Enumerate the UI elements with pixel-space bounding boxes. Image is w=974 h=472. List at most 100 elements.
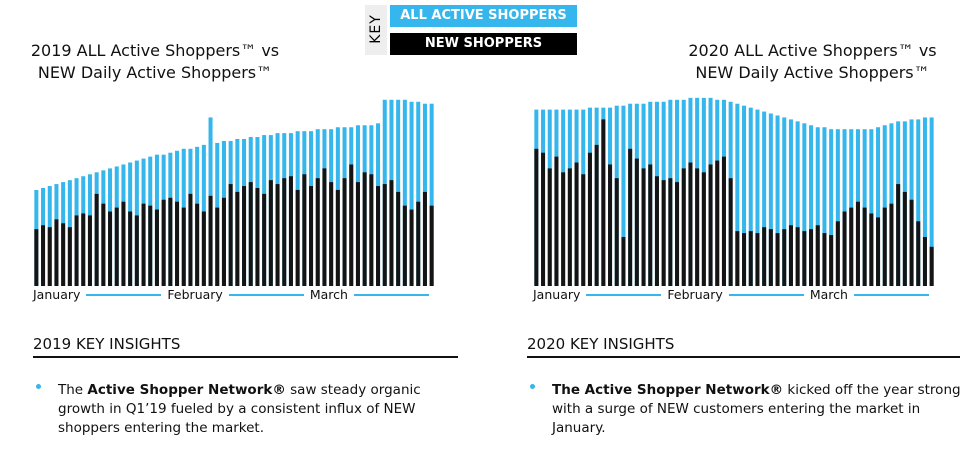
bar bbox=[735, 231, 740, 286]
bar bbox=[554, 156, 559, 286]
bar bbox=[322, 168, 327, 286]
bar bbox=[621, 237, 626, 286]
bar bbox=[81, 213, 86, 286]
bar bbox=[755, 233, 760, 286]
bar bbox=[869, 129, 874, 286]
axis-line bbox=[853, 293, 929, 296]
bar bbox=[721, 156, 726, 286]
bar bbox=[922, 117, 927, 286]
insight-text: The Active Shopper Network® bbox=[552, 382, 784, 398]
bar bbox=[849, 207, 854, 286]
bar bbox=[882, 207, 887, 286]
chart-title: 2020 ALL Active Shoppers™ vs NEW Daily A… bbox=[688, 41, 937, 82]
bar bbox=[835, 221, 840, 286]
bar bbox=[795, 121, 800, 286]
bar bbox=[409, 209, 414, 286]
bar bbox=[782, 117, 787, 286]
bar bbox=[309, 186, 314, 286]
bar bbox=[422, 191, 427, 286]
bar bbox=[295, 189, 300, 286]
bar bbox=[701, 172, 706, 286]
bar bbox=[128, 211, 133, 286]
bar bbox=[282, 178, 287, 286]
bar bbox=[755, 109, 760, 286]
x-axis: January February March bbox=[33, 287, 435, 302]
bar bbox=[416, 201, 421, 286]
bar bbox=[195, 203, 200, 286]
bar bbox=[648, 164, 653, 286]
bar bbox=[409, 101, 414, 286]
bar bbox=[762, 227, 767, 286]
bar bbox=[87, 215, 92, 286]
bar bbox=[594, 144, 599, 286]
bar bbox=[581, 174, 586, 286]
bar bbox=[922, 237, 927, 286]
bar bbox=[929, 246, 934, 286]
bar bbox=[896, 184, 901, 286]
bar bbox=[242, 186, 247, 286]
bar bbox=[134, 215, 139, 286]
bar bbox=[822, 127, 827, 287]
bar bbox=[221, 197, 226, 286]
bar bbox=[742, 105, 747, 287]
insight-heading: 2020 KEY INSIGHTS bbox=[527, 335, 960, 358]
bar bbox=[34, 229, 39, 286]
bar bbox=[788, 119, 793, 287]
bar bbox=[855, 201, 860, 286]
x-tick-label: January bbox=[33, 287, 81, 302]
x-tick-label: March bbox=[309, 287, 348, 302]
bar bbox=[654, 176, 659, 286]
bar bbox=[842, 129, 847, 286]
bar bbox=[402, 205, 407, 286]
bar bbox=[67, 227, 72, 286]
x-tick-label: March bbox=[809, 287, 848, 302]
bar bbox=[429, 103, 434, 286]
bar bbox=[288, 176, 293, 286]
bar bbox=[668, 178, 673, 286]
bar bbox=[882, 125, 887, 286]
bar bbox=[114, 207, 119, 286]
key-box: KEY bbox=[365, 5, 387, 55]
bar bbox=[335, 189, 340, 286]
bar bbox=[675, 182, 680, 286]
bar bbox=[355, 182, 360, 286]
bar bbox=[161, 199, 166, 286]
bar bbox=[775, 233, 780, 286]
axis-line bbox=[728, 293, 804, 296]
bar bbox=[909, 199, 914, 286]
bar bbox=[768, 113, 773, 287]
bar bbox=[94, 193, 99, 286]
bar bbox=[121, 201, 126, 286]
bar bbox=[534, 148, 539, 286]
bar bbox=[802, 231, 807, 286]
bar bbox=[181, 207, 186, 286]
bar bbox=[342, 178, 347, 286]
bar bbox=[708, 164, 713, 286]
bar bbox=[141, 203, 146, 286]
bar bbox=[688, 162, 693, 286]
bar bbox=[41, 225, 46, 286]
bar bbox=[402, 99, 407, 286]
bar bbox=[262, 193, 267, 286]
chart-title: 2019 ALL Active Shoppers™ vs NEW Daily A… bbox=[30, 41, 280, 82]
bar bbox=[876, 217, 881, 286]
bar bbox=[101, 203, 106, 286]
bar bbox=[809, 229, 814, 286]
axis-line bbox=[586, 293, 662, 296]
bar bbox=[735, 103, 740, 286]
insight-text: saw steady organic growth in Q1’19 fuele… bbox=[58, 382, 421, 436]
bar bbox=[715, 160, 720, 286]
bar bbox=[108, 211, 113, 286]
bar bbox=[574, 162, 579, 286]
bar bbox=[47, 227, 52, 286]
bar bbox=[802, 123, 807, 286]
bar bbox=[775, 115, 780, 286]
insight-text: kicked off the year strong with a surge … bbox=[552, 382, 961, 436]
bar bbox=[815, 225, 820, 286]
bar bbox=[869, 213, 874, 286]
bar bbox=[815, 127, 820, 287]
bar bbox=[862, 207, 867, 286]
bar bbox=[416, 101, 421, 286]
bar bbox=[614, 178, 619, 286]
